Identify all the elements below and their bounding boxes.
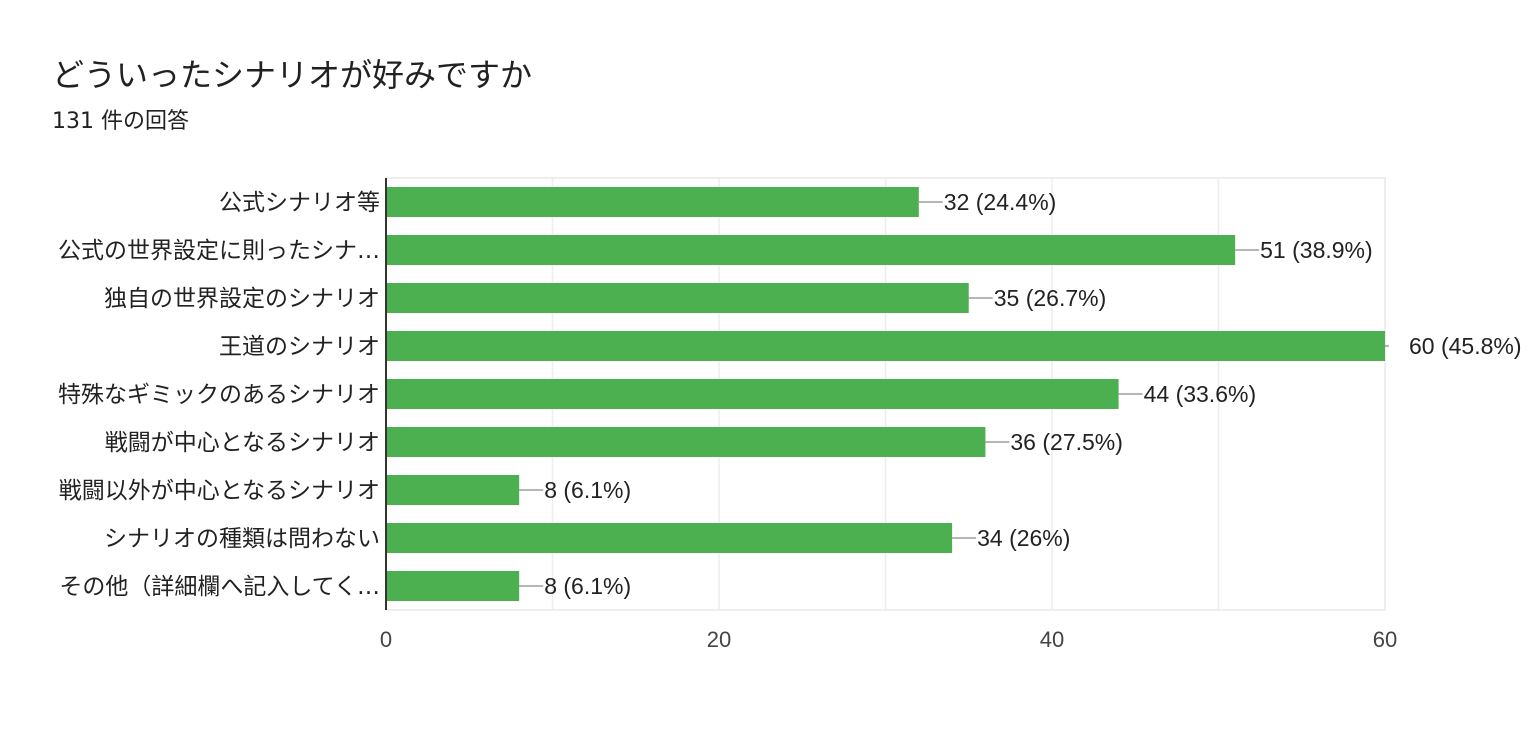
value-label: 36 (27.5%) xyxy=(1010,429,1123,455)
value-label: 51 (38.9%) xyxy=(1260,237,1373,263)
value-label: 32 (24.4%) xyxy=(944,189,1057,215)
value-label: 60 (45.8%) xyxy=(1409,333,1522,359)
value-label: 8 (6.1%) xyxy=(544,573,631,599)
category-label: 公式の世界設定に則ったシナ… xyxy=(58,238,380,264)
response-count: 131 件の回答 xyxy=(52,109,189,134)
category-label: 王道のシナリオ xyxy=(219,334,380,360)
chart-title: どういったシナリオが好みですか xyxy=(52,56,533,94)
bar xyxy=(386,427,986,457)
category-label: 独自の世界設定のシナリオ xyxy=(104,286,380,312)
x-tick-label: 40 xyxy=(1040,627,1064,652)
x-tick-label: 20 xyxy=(707,627,731,652)
bar xyxy=(386,283,969,313)
category-label: 戦闘が中心となるシナリオ xyxy=(105,430,380,456)
x-tick-label: 60 xyxy=(1373,627,1397,652)
bar xyxy=(386,187,919,217)
bar xyxy=(386,523,953,553)
bars xyxy=(386,187,1385,601)
value-label: 8 (6.1%) xyxy=(544,477,631,503)
value-label: 44 (33.6%) xyxy=(1144,381,1257,407)
category-label: 戦闘以外が中心となるシナリオ xyxy=(59,478,380,504)
x-axis-ticks: 0 20 40 60 xyxy=(380,178,1397,652)
category-label: 公式シナリオ等 xyxy=(219,190,380,216)
value-labels: 32 (24.4%) 51 (38.9%) 35 (26.7%) 60 (45.8%)… xyxy=(519,189,1522,599)
x-tick-label: 0 xyxy=(380,627,392,652)
bar xyxy=(386,571,520,601)
category-label: その他（詳細欄へ記入してく… xyxy=(59,574,380,600)
value-label: 34 (26%) xyxy=(977,525,1070,551)
category-label: 特殊なギミックのあるシナリオ xyxy=(58,382,380,408)
value-label: 35 (26.7%) xyxy=(994,285,1107,311)
bar xyxy=(386,331,1385,361)
bar xyxy=(386,475,520,505)
bar xyxy=(386,235,1236,265)
bar xyxy=(386,379,1119,409)
category-label: シナリオの種類は問わない xyxy=(104,526,380,552)
